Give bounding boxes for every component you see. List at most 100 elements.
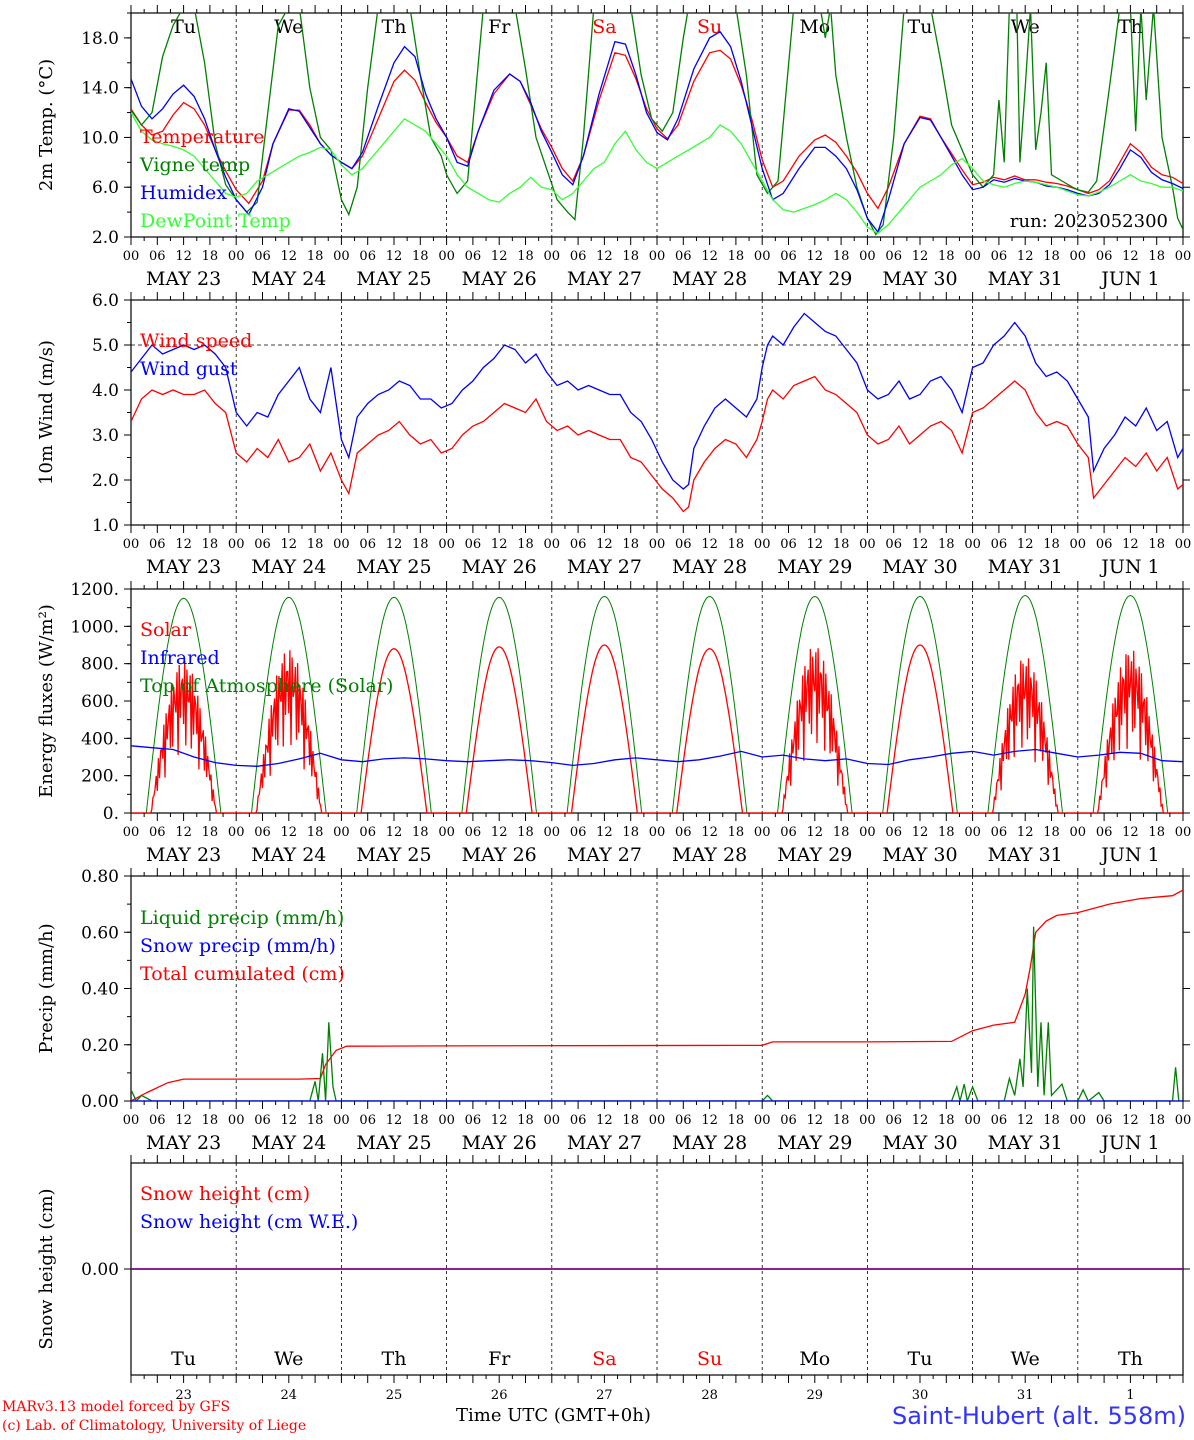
day-of-week-label: Th xyxy=(382,16,407,38)
day-of-week-label: We xyxy=(274,1348,303,1370)
day-number-label: 25 xyxy=(386,1388,403,1403)
hour-label: 18 xyxy=(517,537,534,552)
hour-label: 06 xyxy=(359,825,376,840)
hour-label: 18 xyxy=(412,825,429,840)
hour-label: 12 xyxy=(807,249,824,264)
hour-label: 18 xyxy=(202,249,219,264)
date-label: MAY 27 xyxy=(567,556,642,578)
day-of-week-label: Tu xyxy=(171,1348,196,1370)
model-credit: MARv3.13 model forced by GFS (c) Lab. of… xyxy=(2,1398,306,1436)
date-label: MAY 23 xyxy=(146,556,221,578)
hour-label: 00 xyxy=(333,1113,350,1128)
hour-label: 00 xyxy=(964,1113,981,1128)
date-label: MAY 28 xyxy=(672,556,747,578)
hour-label: 00 xyxy=(964,249,981,264)
hour-label: 06 xyxy=(675,249,692,264)
hour-label: 18 xyxy=(728,537,745,552)
hour-label: 00 xyxy=(754,825,771,840)
day-of-week-label: Th xyxy=(1118,16,1143,38)
date-label: MAY 24 xyxy=(251,844,326,866)
hour-label: 06 xyxy=(675,825,692,840)
hour-label: 12 xyxy=(386,825,403,840)
hour-label: 12 xyxy=(701,249,718,264)
hour-label: 00 xyxy=(438,1113,455,1128)
hour-label: 06 xyxy=(254,825,271,840)
y-tick-label: 0.00 xyxy=(81,1092,119,1112)
y-axis-label: Precip (mm/h) xyxy=(36,923,57,1053)
hour-label: 06 xyxy=(780,825,797,840)
hour-label: 00 xyxy=(438,249,455,264)
y-tick-label: 0.00 xyxy=(81,1260,119,1280)
y-tick-label: 0.60 xyxy=(81,923,119,943)
panel-4: 0.00 0.20 0.40 0.60 0.80 Precip (mm/h) 00 06 12 1… xyxy=(36,867,1191,1154)
hour-label: 12 xyxy=(1017,825,1034,840)
hour-label: 12 xyxy=(281,1113,298,1128)
legend-entry: Snow precip (mm/h) xyxy=(140,935,336,957)
hour-label: 06 xyxy=(1096,825,1113,840)
hour-label: 18 xyxy=(517,825,534,840)
day-number-label: 1 xyxy=(1126,1388,1134,1403)
hour-label: 00 xyxy=(859,537,876,552)
y-tick-label: 10.0 xyxy=(81,128,119,148)
hour-label: 06 xyxy=(991,825,1008,840)
hour-label: 00 xyxy=(333,249,350,264)
time-axis-title: Time UTC (GMT+0h) xyxy=(456,1405,651,1426)
date-label: MAY 23 xyxy=(146,1132,221,1154)
y-tick-label: 4.0 xyxy=(92,381,119,401)
hour-label: 18 xyxy=(622,825,639,840)
station-title: Saint-Hubert (alt. 558m) xyxy=(891,1402,1186,1430)
hour-label: 18 xyxy=(307,537,324,552)
hour-label: 00 xyxy=(333,537,350,552)
panel-3: 0. 200. 400. 600. 800. 1000. 1200. Energy fluxe… xyxy=(36,580,1191,866)
day-of-week-label: We xyxy=(1011,1348,1040,1370)
day-of-week-label: Tu xyxy=(908,1348,933,1370)
hour-label: 18 xyxy=(202,1113,219,1128)
hour-label: 12 xyxy=(807,825,824,840)
day-of-week-label: Su xyxy=(697,16,722,38)
date-label: MAY 23 xyxy=(146,844,221,866)
hour-label: 06 xyxy=(991,1113,1008,1128)
hour-label: 06 xyxy=(465,537,482,552)
day-number-label: 31 xyxy=(1017,1388,1034,1403)
hour-label: 00 xyxy=(649,825,666,840)
hour-label: 00 xyxy=(1070,1113,1087,1128)
hour-label: 12 xyxy=(386,249,403,264)
hour-label: 12 xyxy=(912,825,929,840)
series-line-dewpoint-temp xyxy=(131,112,1183,235)
date-label: MAY 25 xyxy=(356,556,431,578)
run-label: run: 2023052300 xyxy=(1010,211,1168,232)
hour-label: 00 xyxy=(544,825,561,840)
hour-label: 12 xyxy=(281,825,298,840)
hour-label: 00 xyxy=(754,537,771,552)
hour-label: 18 xyxy=(833,249,850,264)
hour-label: 12 xyxy=(807,1113,824,1128)
hour-label: 18 xyxy=(938,1113,955,1128)
hour-label: 12 xyxy=(281,249,298,264)
y-axis-label: 2m Temp. (°C) xyxy=(36,59,57,191)
date-label: MAY 28 xyxy=(672,1132,747,1154)
hour-label: 12 xyxy=(596,537,613,552)
hour-label: 06 xyxy=(570,537,587,552)
legend-entry: Temperature xyxy=(140,126,264,148)
hour-label: 06 xyxy=(149,537,166,552)
panel-frame xyxy=(130,299,1184,526)
hour-label: 18 xyxy=(833,825,850,840)
y-tick-label: 200. xyxy=(81,767,119,787)
legend-entry: Vigne temp xyxy=(139,154,250,176)
day-number-label: 26 xyxy=(491,1388,508,1403)
day-of-week-label: Th xyxy=(382,1348,407,1370)
y-axis-label: Energy fluxes (W/m²) xyxy=(36,604,57,798)
date-label: MAY 26 xyxy=(462,1132,537,1154)
hour-label: 18 xyxy=(307,1113,324,1128)
hour-label: 12 xyxy=(386,537,403,552)
day-of-week-label: Tu xyxy=(908,16,933,38)
hour-label: 00 xyxy=(228,249,245,264)
hour-label: 06 xyxy=(885,825,902,840)
day-of-week-label: Sa xyxy=(592,16,616,38)
hour-label: 18 xyxy=(412,249,429,264)
hour-label: 12 xyxy=(1122,1113,1139,1128)
hour-label: 06 xyxy=(1096,249,1113,264)
y-tick-label: 0. xyxy=(103,804,119,824)
hour-label: 06 xyxy=(570,825,587,840)
